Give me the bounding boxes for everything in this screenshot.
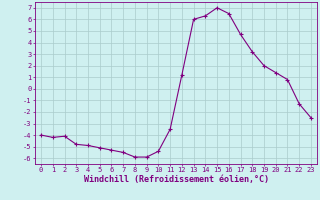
- X-axis label: Windchill (Refroidissement éolien,°C): Windchill (Refroidissement éolien,°C): [84, 175, 268, 184]
